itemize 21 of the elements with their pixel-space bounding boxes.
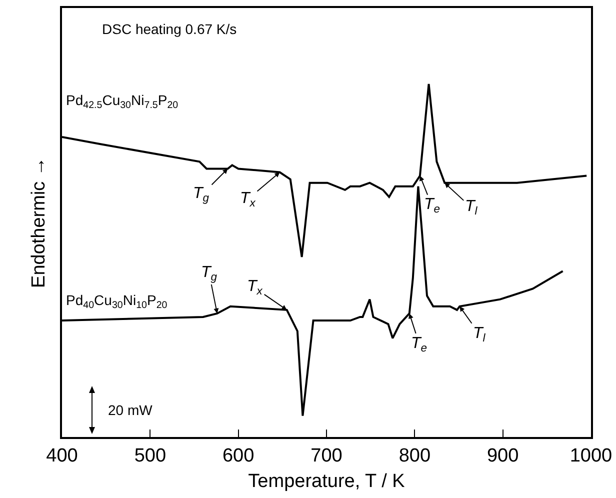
x-axis-title: Temperature, T / K <box>248 470 406 492</box>
x-tick-label: 900 <box>486 446 519 467</box>
y-axis-title: Endothermic → <box>28 157 50 288</box>
annotation: T$_{e}$ <box>424 196 440 216</box>
x-tick-label: 500 <box>134 446 166 467</box>
annotation: T$_{x}$ <box>247 278 263 298</box>
annotation: 20 mW <box>108 402 154 418</box>
annotation: T$_{e}$ <box>411 335 428 354</box>
x-tick-label: 400 <box>46 446 78 467</box>
series-label: Pd$_{40}$Cu$_{30}$Ni$_{10}$P$_{20}$ <box>66 292 168 311</box>
annotation: T$_{g}$ <box>201 264 218 284</box>
annotation: T$_{g}$ <box>193 185 210 204</box>
x-tick-label: 700 <box>310 446 342 467</box>
annotation: T$_{l}$ <box>465 198 478 218</box>
x-tick-label: 800 <box>398 446 431 467</box>
annotation: T$_{x}$ <box>240 190 256 210</box>
text: DSC heating 0.67 K/s <box>102 21 237 37</box>
x-tick-label: 1000 <box>570 446 612 467</box>
x-tick-label: 600 <box>222 446 254 467</box>
annotation: T$_{l}$ <box>473 325 486 344</box>
series-label: Pd$_{42.5}$Cu$_{30}$Ni$_{7.5}$P$_{20}$ <box>66 92 179 111</box>
